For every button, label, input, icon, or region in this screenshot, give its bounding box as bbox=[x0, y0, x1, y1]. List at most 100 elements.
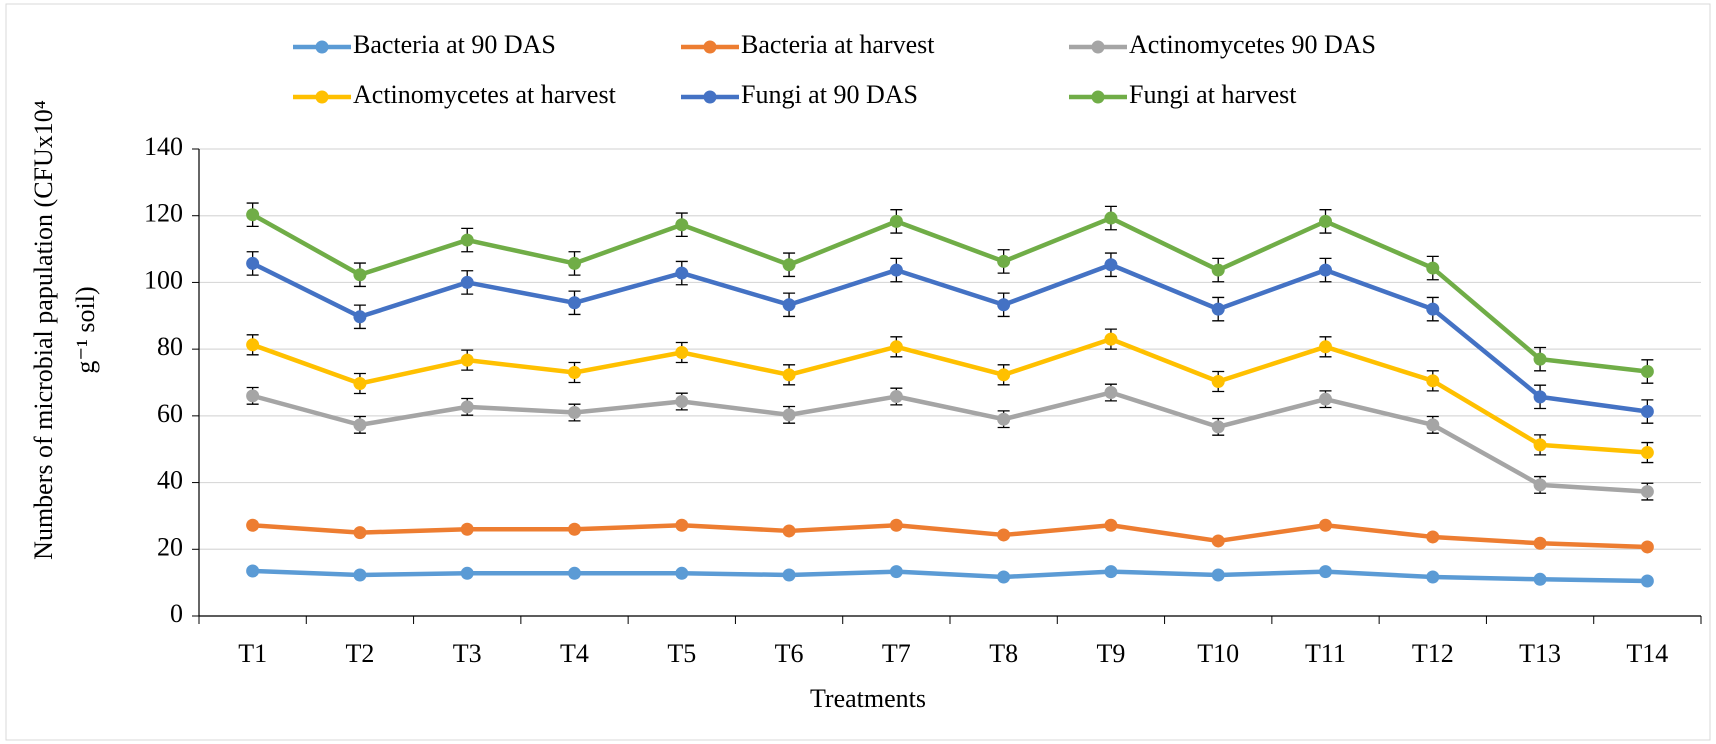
y-tick-label: 80 bbox=[157, 332, 183, 361]
x-tick-label: T1 bbox=[238, 639, 267, 668]
point bbox=[246, 389, 260, 403]
point bbox=[1533, 438, 1547, 452]
point bbox=[997, 298, 1011, 312]
x-tick-label: T7 bbox=[882, 639, 911, 668]
point bbox=[1211, 420, 1225, 434]
point bbox=[353, 377, 367, 391]
point bbox=[353, 568, 367, 582]
legend-label: Bacteria at harvest bbox=[741, 30, 935, 59]
point bbox=[1640, 446, 1654, 460]
point bbox=[246, 338, 260, 352]
x-tick-label: T13 bbox=[1519, 639, 1561, 668]
point bbox=[1640, 574, 1654, 588]
point bbox=[246, 208, 260, 222]
point bbox=[997, 412, 1011, 426]
point bbox=[1319, 214, 1332, 228]
point bbox=[1640, 540, 1654, 554]
point bbox=[1533, 572, 1547, 586]
point bbox=[782, 408, 796, 422]
point bbox=[1533, 390, 1547, 404]
point bbox=[568, 566, 581, 580]
point bbox=[1319, 518, 1332, 532]
point bbox=[782, 568, 796, 582]
legend-marker bbox=[315, 40, 329, 54]
point bbox=[353, 418, 367, 432]
point bbox=[1319, 263, 1332, 277]
series-line bbox=[252, 568, 1648, 584]
point bbox=[1211, 534, 1225, 548]
point bbox=[1211, 263, 1225, 277]
point bbox=[1319, 565, 1332, 579]
point bbox=[460, 275, 474, 289]
series-line bbox=[252, 523, 1648, 550]
point bbox=[782, 258, 796, 272]
x-axis-title: Treatments bbox=[810, 684, 926, 713]
point bbox=[782, 298, 796, 312]
point bbox=[353, 310, 367, 324]
point bbox=[782, 524, 796, 538]
point bbox=[1104, 211, 1118, 225]
point bbox=[246, 564, 260, 578]
y-axis-title: Numbers of microbial papulation (CFUx10⁴ bbox=[29, 100, 58, 560]
point bbox=[460, 353, 474, 367]
point bbox=[1640, 485, 1654, 499]
point bbox=[889, 263, 903, 277]
point bbox=[782, 368, 796, 382]
y-tick-label: 100 bbox=[144, 265, 183, 294]
point bbox=[675, 518, 689, 532]
point bbox=[1104, 258, 1118, 272]
point bbox=[568, 365, 581, 379]
point bbox=[1319, 340, 1332, 354]
point bbox=[997, 368, 1011, 382]
point bbox=[1104, 518, 1118, 532]
y-tick-label: 60 bbox=[157, 399, 183, 428]
point bbox=[675, 345, 689, 359]
x-tick-label: T11 bbox=[1305, 639, 1346, 668]
point bbox=[1211, 568, 1225, 582]
y-tick-label: 120 bbox=[144, 199, 183, 228]
point bbox=[889, 340, 903, 354]
point bbox=[1426, 570, 1440, 584]
point bbox=[1426, 374, 1440, 388]
point bbox=[568, 522, 581, 536]
point bbox=[889, 518, 903, 532]
point bbox=[1319, 392, 1332, 406]
series-line bbox=[251, 261, 1648, 414]
legend-label: Bacteria at 90 DAS bbox=[353, 30, 556, 59]
point bbox=[1426, 530, 1440, 544]
point bbox=[460, 566, 474, 580]
point bbox=[460, 522, 474, 536]
point bbox=[1104, 565, 1118, 579]
point bbox=[675, 218, 689, 232]
legend-label: Actinomycetes at harvest bbox=[353, 80, 617, 109]
point bbox=[246, 518, 260, 532]
legend-marker bbox=[703, 90, 717, 104]
point bbox=[675, 566, 689, 580]
point bbox=[1211, 302, 1225, 316]
point bbox=[889, 390, 903, 404]
point bbox=[675, 395, 689, 409]
point bbox=[1533, 352, 1547, 366]
point bbox=[568, 256, 581, 270]
point bbox=[1640, 405, 1654, 419]
point bbox=[568, 406, 581, 420]
x-tick-label: T8 bbox=[989, 639, 1018, 668]
point bbox=[997, 528, 1011, 542]
x-tick-label: T10 bbox=[1197, 639, 1239, 668]
point bbox=[1533, 478, 1547, 492]
point bbox=[1426, 261, 1440, 275]
legend-label: Fungi at harvest bbox=[1129, 80, 1297, 109]
x-tick-label: T2 bbox=[345, 639, 374, 668]
point bbox=[1426, 418, 1440, 432]
y-tick-label: 0 bbox=[170, 599, 183, 628]
legend-marker bbox=[315, 90, 329, 104]
point bbox=[997, 254, 1011, 268]
point bbox=[353, 526, 367, 540]
y-axis-title: g⁻¹ soil) bbox=[71, 286, 100, 373]
point bbox=[353, 268, 367, 282]
point bbox=[1533, 536, 1547, 550]
point bbox=[1426, 302, 1440, 316]
x-tick-label: T14 bbox=[1626, 639, 1668, 668]
point bbox=[246, 256, 260, 270]
